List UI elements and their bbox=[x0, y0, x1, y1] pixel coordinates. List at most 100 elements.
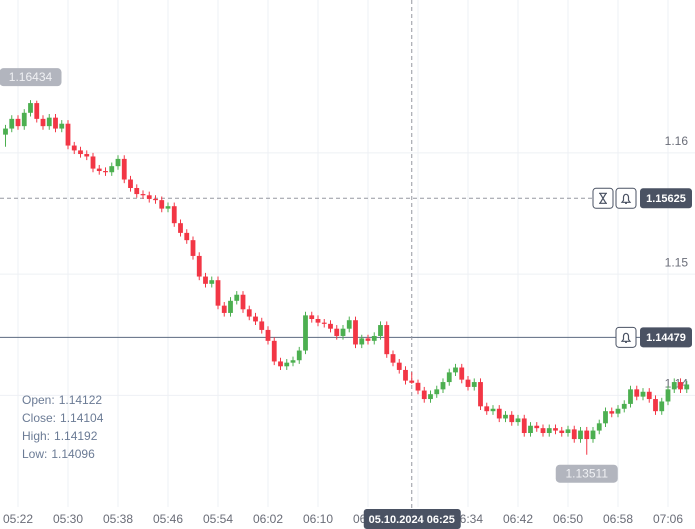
candle-body bbox=[384, 325, 390, 355]
candle-body bbox=[321, 322, 327, 324]
price-tag-box bbox=[640, 327, 692, 348]
candle-body bbox=[90, 156, 96, 169]
candle-body bbox=[303, 315, 308, 351]
candle-body bbox=[234, 294, 240, 301]
candle-body bbox=[71, 145, 77, 151]
ohlc-info-label: Open: bbox=[22, 393, 55, 407]
price-tag-box bbox=[640, 188, 692, 209]
candle-body bbox=[565, 429, 571, 434]
x-tick-label: 06:02 bbox=[253, 512, 283, 526]
candle-body bbox=[440, 382, 446, 390]
bell-icon bbox=[620, 193, 632, 204]
candle-body bbox=[621, 403, 627, 409]
candle-body bbox=[265, 329, 271, 341]
candle-body bbox=[490, 408, 496, 412]
candle-body bbox=[209, 280, 215, 284]
icon-box[interactable] bbox=[615, 187, 637, 209]
ohlc-info-value: 1.14192 bbox=[54, 429, 98, 443]
candle-body bbox=[165, 206, 171, 209]
candle-body bbox=[684, 384, 690, 390]
candle-body bbox=[603, 411, 608, 424]
candle-body bbox=[509, 414, 515, 423]
candle-body bbox=[171, 206, 177, 224]
candle-body bbox=[359, 338, 365, 345]
price-tag: 1.15625 bbox=[646, 193, 686, 205]
candle-body bbox=[615, 408, 621, 414]
candle-body bbox=[15, 118, 21, 127]
candle-body bbox=[434, 389, 440, 395]
candle-body bbox=[65, 123, 71, 146]
ohlc-info-label: Low: bbox=[22, 447, 47, 461]
candle-body bbox=[228, 300, 233, 313]
ohlc-info-value: 1.14096 bbox=[51, 447, 95, 461]
low-label: 1.13511 bbox=[566, 466, 609, 480]
candle-body bbox=[253, 316, 258, 322]
candle-body bbox=[203, 276, 208, 284]
candle-body bbox=[378, 325, 383, 336]
candle-body bbox=[153, 198, 158, 201]
candle-body bbox=[340, 328, 346, 336]
candle-body bbox=[134, 188, 140, 195]
candle-body bbox=[409, 380, 415, 383]
candle-body bbox=[640, 391, 646, 397]
candle-body bbox=[59, 123, 65, 129]
candle-body bbox=[246, 309, 252, 317]
candle-body bbox=[278, 361, 283, 367]
candle-body bbox=[159, 200, 165, 209]
candle-body bbox=[128, 179, 133, 189]
candle-body bbox=[353, 320, 358, 345]
candle-body bbox=[465, 379, 471, 387]
candle-body bbox=[571, 429, 577, 440]
x-tick-label: 05:22 bbox=[3, 512, 33, 526]
candle-body bbox=[446, 372, 452, 383]
time-tag: 05.10.2024 06:25 bbox=[369, 514, 455, 526]
icon-box[interactable] bbox=[615, 326, 637, 348]
candle-body bbox=[634, 389, 640, 397]
candle-body bbox=[628, 389, 633, 404]
candle-body bbox=[121, 158, 127, 180]
candle-body bbox=[453, 367, 458, 373]
ohlc-info-label: Close: bbox=[22, 411, 56, 425]
candle-body bbox=[596, 423, 602, 431]
candle-body bbox=[471, 382, 477, 387]
candle-body bbox=[496, 408, 502, 419]
candle-body bbox=[515, 418, 521, 423]
candle-body bbox=[315, 318, 321, 323]
candle-body bbox=[46, 117, 52, 127]
candle-body bbox=[421, 390, 427, 400]
candle-body bbox=[584, 430, 590, 440]
price-tag: 1.14479 bbox=[646, 332, 686, 344]
candle-body bbox=[371, 335, 377, 341]
candle-body bbox=[503, 414, 508, 419]
ohlc-info-value: 1.14122 bbox=[59, 393, 103, 407]
candle-body bbox=[178, 223, 183, 233]
candle-body bbox=[84, 154, 90, 157]
x-tick-label: 05:46 bbox=[153, 512, 183, 526]
candle-body bbox=[334, 328, 340, 336]
time-tag-box bbox=[363, 509, 461, 529]
x-tick-label: 05:38 bbox=[103, 512, 133, 526]
candle-body bbox=[296, 350, 302, 361]
candle-body bbox=[403, 369, 408, 381]
candle-body bbox=[53, 117, 58, 129]
candle-body bbox=[646, 391, 652, 400]
candle-body bbox=[590, 430, 596, 440]
candle-body bbox=[184, 232, 190, 241]
candle-body bbox=[3, 128, 8, 135]
candle-body bbox=[96, 168, 102, 172]
candle-body bbox=[478, 382, 483, 407]
candle-body bbox=[678, 382, 683, 390]
candle-body bbox=[459, 367, 465, 380]
candle-body bbox=[653, 399, 658, 412]
low-label-box bbox=[555, 464, 618, 483]
candle-body bbox=[659, 401, 665, 412]
high-label: 1.16434 bbox=[9, 70, 53, 84]
candle-body bbox=[109, 166, 115, 173]
candle-body bbox=[284, 362, 290, 367]
x-tick-label: 06:10 bbox=[303, 512, 333, 526]
candle-body bbox=[140, 194, 146, 196]
candle-body bbox=[115, 158, 121, 167]
candle-body bbox=[40, 118, 46, 127]
candle-body bbox=[346, 320, 352, 329]
